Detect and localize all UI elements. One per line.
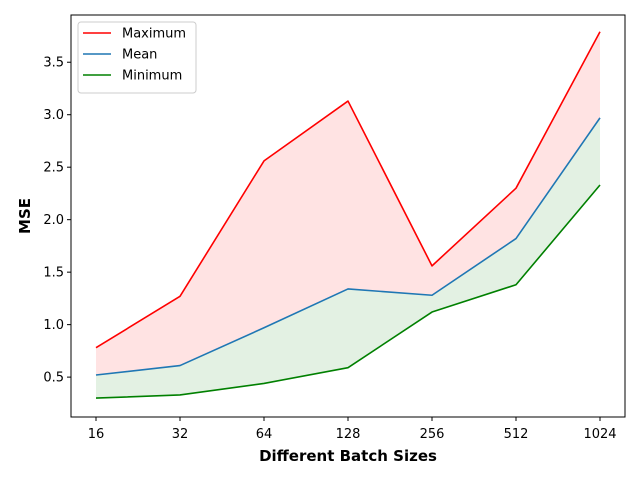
y-tick-label: 1.0 [43, 318, 64, 333]
x-tick-label: 512 [504, 427, 529, 442]
x-tick-label: 16 [88, 427, 105, 442]
series-line-mean [95, 117, 601, 376]
legend: Maximum Mean Minimum [77, 21, 197, 94]
x-axis: 16 32 64 128 256 512 1024 [88, 417, 617, 442]
y-tick-label: 0.5 [43, 371, 64, 386]
x-tick-label: 32 [172, 427, 189, 442]
legend-label-mean: Mean [122, 48, 157, 63]
y-tick-label: 2.0 [43, 213, 64, 228]
y-tick-label: 3.0 [43, 108, 64, 123]
legend-label-maximum: Maximum [122, 27, 186, 42]
x-tick-label: 1024 [583, 427, 616, 442]
y-tick-label: 2.5 [43, 161, 64, 176]
legend-label-minimum: Minimum [122, 69, 182, 84]
series-line-minimum [95, 184, 601, 399]
series-lines [95, 31, 601, 399]
x-tick-label: 64 [256, 427, 273, 442]
y-axis-label: MSE [16, 198, 34, 234]
x-axis-label: Different Batch Sizes [259, 447, 437, 465]
x-tick-label: 128 [336, 427, 361, 442]
y-tick-label: 1.5 [43, 266, 64, 281]
x-tick-label: 256 [420, 427, 445, 442]
series-line-maximum [95, 31, 601, 349]
y-tick-label: 3.5 [43, 56, 64, 71]
y-axis: 0.5 1.0 1.5 2.0 2.5 3.0 3.5 [43, 56, 71, 386]
fill-mean-maximum [96, 31, 600, 376]
